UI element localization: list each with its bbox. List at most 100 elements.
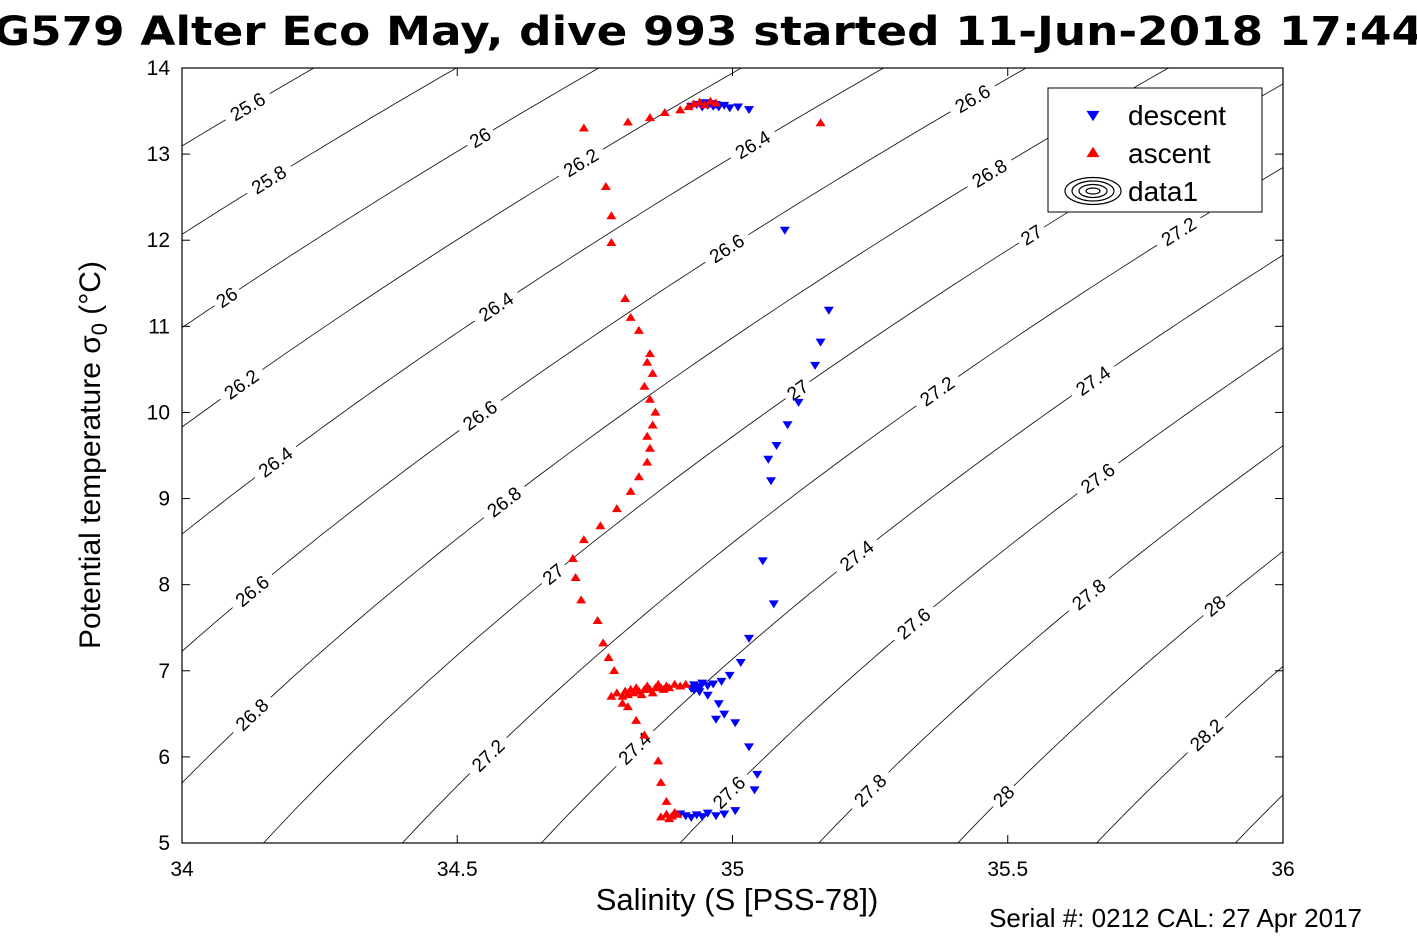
marker-layer [567,96,834,823]
contour-line-27.6 [679,347,1284,844]
contour-label: 27 [535,556,572,592]
descent-marker [735,658,746,667]
ascent-marker [592,616,603,625]
ascent-marker [672,809,683,818]
ascent-marker [622,702,633,711]
descent-marker [697,679,708,688]
contour-label: 26.6 [699,225,755,272]
y-tick-label: 6 [158,746,170,769]
contour-line-28.2 [1096,666,1284,844]
descent-marker [779,226,790,235]
legend-item-ascent: ascent [1086,138,1211,169]
descent-marker [716,677,727,686]
ascent-marker [642,431,653,440]
contour-label: 26.4 [725,122,781,167]
contour-label: 26.6 [225,566,279,616]
descent-marker [782,421,793,430]
contour-line-26.6 [181,67,1027,652]
contour-label: 28 [985,778,1022,814]
contour-line-25.8 [181,67,457,235]
ascent-marker [710,98,721,107]
descent-marker [733,103,744,112]
triangle-down-icon [1086,110,1100,122]
contour-rings-icon [1078,183,1108,199]
contour-line-27.2 [402,167,1284,844]
contour-rings-icon [1064,176,1122,206]
ascent-marker [647,368,658,377]
y-tick-label: 11 [148,315,170,338]
contour-label: 26.2 [214,361,269,408]
descent-marker [768,600,779,609]
descent-marker [730,807,741,816]
descent-marker [719,710,730,719]
ascent-marker [636,690,647,699]
descent-marker [793,398,804,407]
contour-label: 26.2 [553,140,609,185]
ascent-marker [570,572,581,581]
contour-label: 26.8 [477,478,531,526]
contour-label: 27.6 [1070,454,1125,503]
ascent-marker [620,293,631,302]
ascent-marker [567,554,578,563]
contour-label: 27 [1013,218,1050,252]
contour-label: 26.6 [945,76,1001,121]
contour-label: 27.2 [1151,209,1206,255]
legend-item-data1: data1 [1064,176,1198,207]
descent-marker [697,813,708,822]
ascent-marker [647,420,658,429]
descent-marker [724,104,735,113]
y-tick-label: 8 [158,574,170,597]
contour-line-27.4 [540,254,1284,844]
ascent-marker [699,100,710,109]
x-axis-label: Salinity (S [PSS-78]) [596,882,879,917]
ascent-marker [642,457,653,466]
descent-marker [694,688,705,697]
ascent-marker [653,756,664,765]
ascent-marker [644,394,655,403]
contour-label: 25.8 [241,157,297,203]
contour-rings-icon [1085,187,1101,195]
ascent-marker [642,357,653,366]
triangle-up-icon [1086,146,1100,158]
x-tick-label: 34.5 [437,858,478,881]
descent-marker [680,812,691,821]
axes-layer: 34 34.5 35 35.5 36 5 6 7 8 9 10 11 12 13 14 Potential t… [74,57,1295,881]
y-tick-label: 13 [147,143,170,166]
ascent-marker [675,105,686,114]
descent-marker [744,743,755,752]
ascent-marker [659,107,670,116]
contour-line-26.8 [181,67,1169,784]
ascent-marker [633,325,644,334]
serial-annotation: Serial #: 0212 CAL: 27 Apr 2017 [989,903,1362,933]
ascent-marker [578,123,589,132]
ascent-marker [705,96,716,105]
x-tick-label: 36 [1271,858,1294,881]
ascent-marker [603,653,614,662]
descent-marker [749,786,760,795]
ascent-marker [650,407,661,416]
descent-marker [752,770,763,779]
descent-marker [719,810,730,819]
ascent-marker [576,595,587,604]
contour-label: 27.4 [830,531,884,580]
descent-marker [724,671,735,680]
ascent-marker [606,211,617,220]
contour-label: 27.4 [1066,357,1121,405]
ascent-marker [669,679,680,688]
legend-item-label: descent [1128,100,1226,131]
figure-title: G579 Alter Eco May, dive 993 started 11-… [0,9,1417,55]
contour-label: 26.8 [962,151,1017,196]
descent-marker [691,811,702,820]
contour-label: 28.2 [1180,709,1233,761]
ascent-marker [815,118,826,127]
descent-marker [763,455,774,464]
ascent-marker [664,683,675,692]
ascent-marker [617,698,628,707]
ascent-marker [611,688,622,697]
legend-item-descent: descent [1086,100,1226,131]
ascent-marker [644,113,655,122]
contour-label: 26 [462,121,499,155]
contour-label: 27.8 [1062,570,1116,619]
